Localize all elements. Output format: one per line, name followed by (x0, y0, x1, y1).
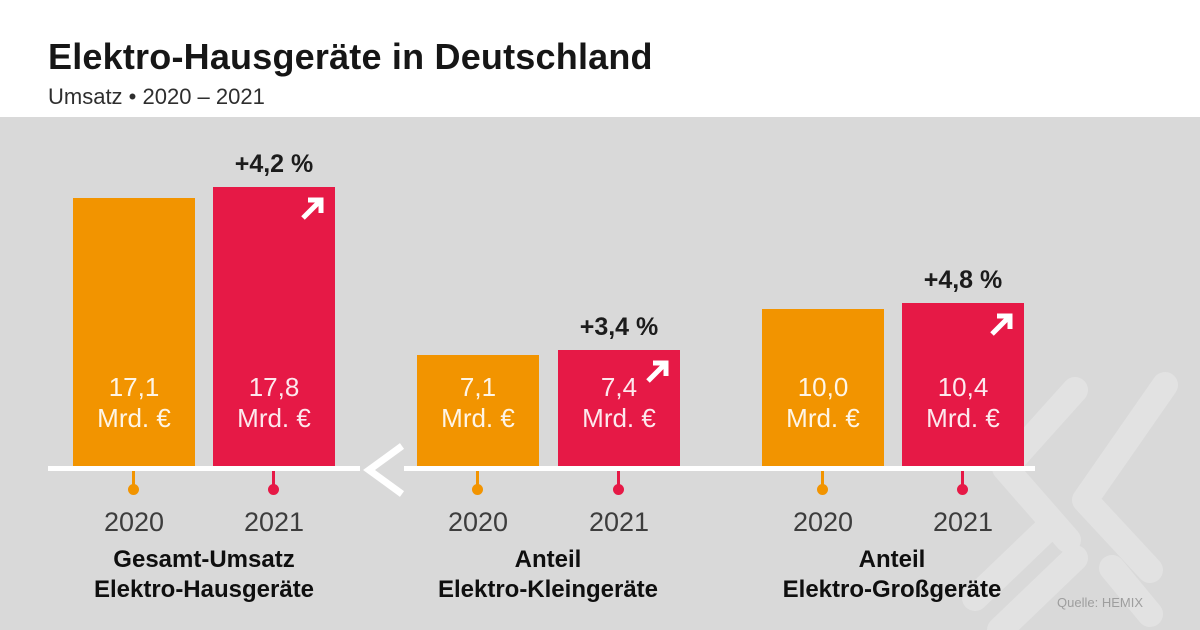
change-badge: +4,8 % (923, 266, 1003, 294)
bar-value-label: 7,4 Mrd. € (558, 372, 680, 434)
bar-unit: Mrd. € (237, 403, 311, 433)
change-badge: +3,4 % (579, 313, 659, 341)
axis-line (404, 466, 1035, 471)
group-label-line2: Elektro-Großgeräte (782, 576, 1002, 603)
year-label: 2020 (447, 507, 509, 537)
group-label-grossgeraete: Anteil Elektro-Großgeräte (722, 545, 1062, 605)
bar-value: 10,0 (797, 372, 849, 402)
group-label-line2: Elektro-Kleingeräte (437, 576, 659, 603)
bar-unit: Mrd. € (786, 403, 860, 433)
tick-dot-2020 (817, 471, 828, 495)
bar-value: 7,1 (459, 372, 497, 402)
bar-value: 7,4 (600, 372, 638, 402)
bar-value-label: 7,1 Mrd. € (417, 372, 539, 434)
group-label-line1: Anteil (858, 546, 926, 573)
tick-dot-2021 (957, 471, 968, 495)
arrow-up-right-icon (990, 313, 1013, 336)
tick-dot-2021 (268, 471, 279, 495)
arrow-up-right-icon (301, 197, 324, 220)
source-credit: Quelle: HEMIX (1057, 595, 1143, 610)
group-label-line1: Anteil (514, 546, 582, 573)
bar-2020-kleingeraete: 7,1 Mrd. € (417, 355, 539, 466)
bar-unit: Mrd. € (926, 403, 1000, 433)
bar-value: 17,8 (248, 372, 300, 402)
header: Elektro-Hausgeräte in Deutschland Umsatz… (0, 0, 1200, 117)
page-subtitle: Umsatz • 2020 – 2021 (48, 84, 265, 109)
group-label-gesamt: Gesamt-Umsatz Elektro-Hausgeräte (34, 545, 374, 605)
page-title: Elektro-Hausgeräte in Deutschland (48, 36, 653, 77)
bar-value: 17,1 (108, 372, 160, 402)
group-label-line1: Gesamt-Umsatz (113, 546, 295, 573)
bar-value: 10,4 (937, 372, 989, 402)
bar-value-label: 10,0 Mrd. € (762, 372, 884, 434)
arrow-up-right-icon (646, 360, 669, 383)
bar-value-label: 17,8 Mrd. € (213, 372, 335, 434)
axis-line (48, 466, 360, 471)
year-label: 2021 (932, 507, 994, 537)
year-label: 2020 (792, 507, 854, 537)
bar-2020-gesamt-umsatz: 17,1 Mrd. € (73, 198, 195, 466)
bar-value-label: 17,1 Mrd. € (73, 372, 195, 434)
axis-left-arrow-icon (363, 443, 405, 497)
bar-2021-kleingeraete: +3,4 % 7,4 Mrd. € (558, 313, 680, 466)
tick-dot-2020 (472, 471, 483, 495)
bar-unit: Mrd. € (97, 403, 171, 433)
group-label-line2: Elektro-Hausgeräte (93, 576, 315, 603)
bar-unit: Mrd. € (441, 403, 515, 433)
bar-unit: Mrd. € (582, 403, 656, 433)
group-label-kleingeraete: Anteil Elektro-Kleingeräte (378, 545, 718, 605)
year-label: 2020 (103, 507, 165, 537)
year-label: 2021 (243, 507, 305, 537)
year-label: 2021 (588, 507, 650, 537)
bar-2021-gesamt-umsatz: +4,2 % 17,8 Mrd. € (213, 150, 335, 466)
chart-area: 17,1 Mrd. € +4,2 % 17,8 Mrd. € 7,1 Mrd. … (0, 117, 1200, 630)
bar-value-label: 10,4 Mrd. € (902, 372, 1024, 434)
tick-dot-2021 (613, 471, 624, 495)
bar-2020-grossgeraete: 10,0 Mrd. € (762, 309, 884, 466)
change-badge: +4,2 % (234, 150, 314, 178)
tick-dot-2020 (128, 471, 139, 495)
bar-2021-grossgeraete: +4,8 % 10,4 Mrd. € (902, 266, 1024, 466)
